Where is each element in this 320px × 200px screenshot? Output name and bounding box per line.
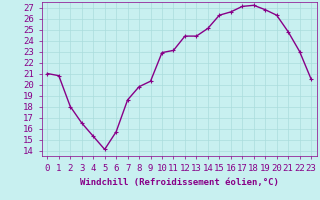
X-axis label: Windchill (Refroidissement éolien,°C): Windchill (Refroidissement éolien,°C)	[80, 178, 279, 187]
